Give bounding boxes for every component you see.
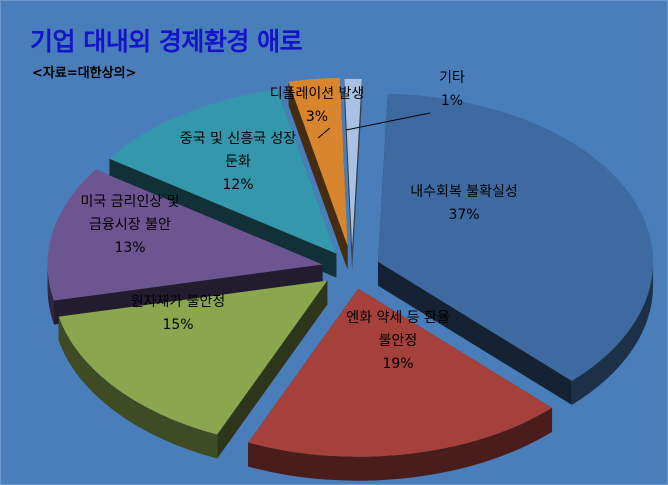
slice-value-label-2-1: 15% <box>162 317 193 333</box>
slice-label-1-0: 엔화 약세 등 환율 <box>346 310 450 326</box>
slice-side-0-0 <box>571 261 654 405</box>
slice-label-0-0: 내수회복 불확실성 <box>410 184 518 200</box>
slice-value-label-1-2: 19% <box>382 356 413 372</box>
pie-slice-0 <box>378 93 654 381</box>
slice-value-label-6-1: 1% <box>441 93 463 109</box>
slice-value-label-3-2: 13% <box>114 240 145 256</box>
slice-value-label-4-2: 12% <box>222 177 253 193</box>
pie-slice-2 <box>58 280 328 435</box>
slice-label-3-0: 미국 금리인상 및 <box>80 194 179 210</box>
slice-value-label-5-1: 3% <box>306 109 328 125</box>
slice-label-4-0: 중국 및 신흥국 성장 <box>180 131 297 147</box>
leader-line-6 <box>345 112 431 131</box>
pie-slice-4 <box>109 89 337 254</box>
slice-label-1-1: 불안정 <box>379 333 418 349</box>
slice-value-label-0-1: 37% <box>448 207 479 223</box>
slice-wall-2-0 <box>217 280 328 459</box>
slice-wall-0-1 <box>378 261 572 405</box>
slice-wall-6-0 <box>344 78 353 271</box>
slice-side-3-0 <box>47 264 54 325</box>
slice-label-3-1: 금융시장 불안 <box>89 217 171 233</box>
chart-title: 기업 대내외 경제환경 애로 <box>30 27 303 56</box>
slice-wall-5-0 <box>288 81 348 270</box>
slice-label-4-1: 둔화 <box>225 154 251 170</box>
pie-slice-6 <box>344 78 362 247</box>
pie-slice-3 <box>47 169 323 301</box>
leader-line-5 <box>317 127 331 139</box>
slice-side-1-0 <box>248 407 553 481</box>
slice-label-5-0: 디플레이션 발생 <box>270 86 365 102</box>
slice-side-2-0 <box>58 316 218 459</box>
slice-label-6-0: 기타 <box>439 70 465 86</box>
slice-label-2-0: 원자재가 불안정 <box>131 294 226 310</box>
chart-source: <자료=대한상의> <box>32 66 137 81</box>
pie-slice-1 <box>248 288 553 457</box>
pie-slice-5 <box>288 77 348 246</box>
